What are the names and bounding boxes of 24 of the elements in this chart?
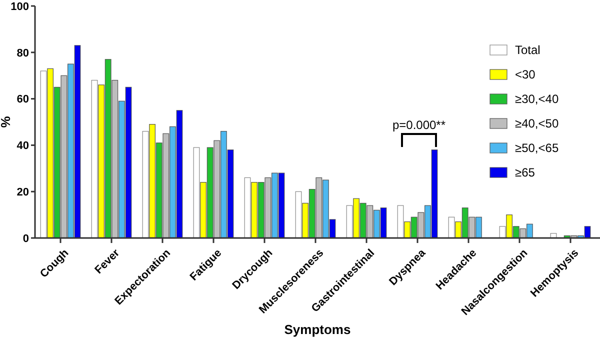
legend-label: Total (515, 43, 540, 58)
bar (346, 205, 353, 238)
legend-label: ≥65 (515, 166, 536, 180)
bar (40, 70, 47, 238)
bar (295, 191, 302, 238)
y-tick-label: 20 (16, 186, 29, 198)
bar (91, 80, 98, 238)
y-tick-label: 80 (16, 47, 29, 60)
legend-label: <30 (515, 68, 536, 82)
y-axis-title: % (0, 116, 13, 128)
x-axis-title: Symptoms (284, 322, 351, 337)
y-tick-label: 40 (16, 140, 29, 152)
bar (448, 216, 455, 238)
y-tick-label: 100 (10, 0, 29, 13)
annotation: p=0.000** (392, 118, 446, 132)
bar (193, 147, 200, 238)
legend-label: ≥30,<40 (515, 92, 559, 106)
y-tick-label: 0 (22, 232, 29, 245)
legend-label: ≥50,<65 (515, 141, 559, 156)
y-tick-label: 60 (16, 94, 29, 106)
bar (244, 177, 251, 238)
bar (397, 205, 404, 238)
legend-label: ≥40,<50 (515, 116, 559, 131)
bar (142, 130, 149, 238)
